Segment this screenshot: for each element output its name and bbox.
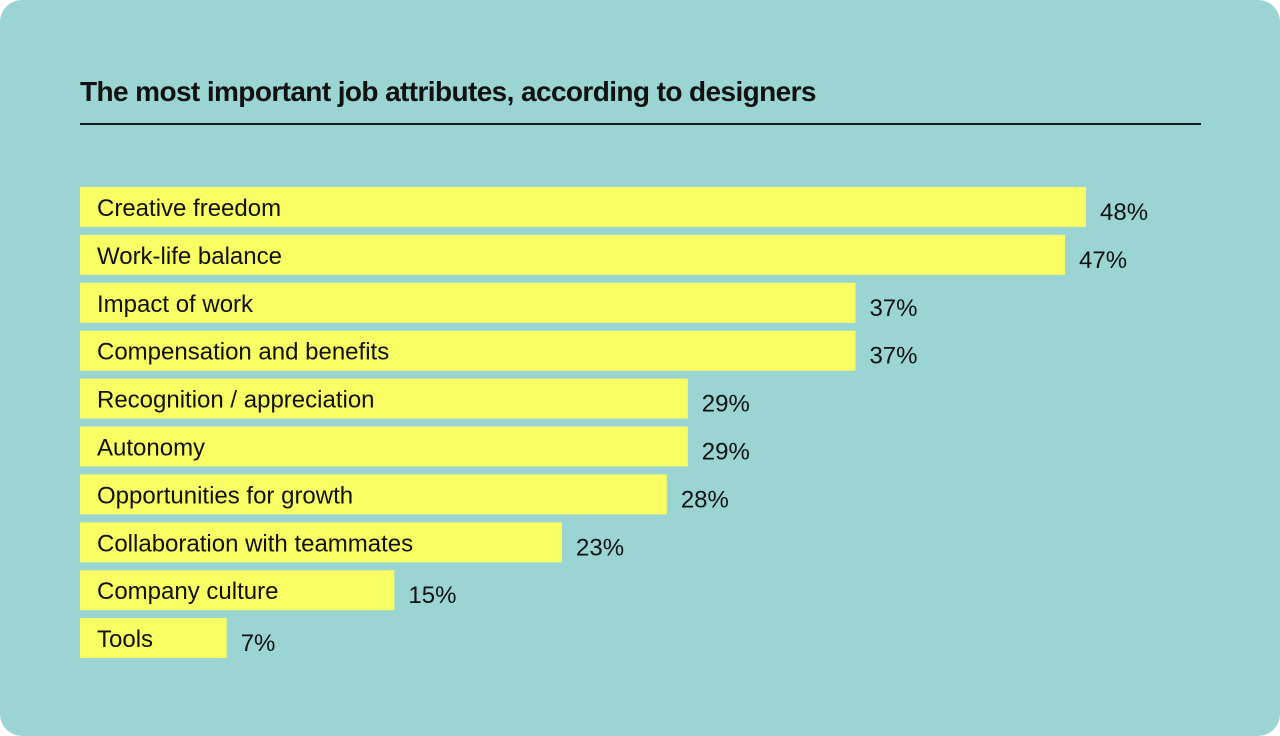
bar-value-label: 29% bbox=[702, 391, 750, 418]
bar bbox=[80, 426, 688, 467]
bar bbox=[80, 378, 688, 419]
bar-category-label: Compensation and benefits bbox=[97, 339, 389, 366]
bar-category-label: Impact of work bbox=[97, 291, 254, 318]
bar-category-label: Autonomy bbox=[97, 435, 205, 462]
bar-value-label: 47% bbox=[1079, 247, 1127, 274]
bar-category-label: Work-life balance bbox=[97, 243, 282, 270]
bar bbox=[80, 474, 667, 515]
bars-group: Creative freedom 48% Work-life balance 47% I… bbox=[80, 187, 1148, 659]
bar-value-label: 7% bbox=[241, 630, 276, 657]
bar-category-label: Collaboration with teammates bbox=[97, 530, 413, 557]
bar-value-label: 48% bbox=[1100, 199, 1148, 226]
bar bbox=[80, 187, 1086, 227]
bar-value-label: 37% bbox=[869, 295, 917, 322]
bar bbox=[80, 330, 856, 371]
bar bbox=[80, 282, 856, 323]
bar-value-label: 29% bbox=[702, 439, 750, 466]
bar-value-label: 23% bbox=[576, 534, 624, 561]
bar bbox=[80, 522, 563, 563]
bar-value-label: 28% bbox=[681, 486, 729, 513]
bar-value-label: 15% bbox=[408, 582, 456, 609]
chart-title: The most important job attributes, accor… bbox=[80, 76, 816, 107]
bar-value-label: 37% bbox=[869, 343, 917, 370]
bar bbox=[80, 618, 227, 659]
bar-category-label: Tools bbox=[97, 626, 153, 653]
bar-category-label: Opportunities for growth bbox=[97, 482, 353, 509]
bar-category-label: Creative freedom bbox=[97, 195, 281, 222]
bar bbox=[80, 570, 395, 611]
bar-category-label: Recognition / appreciation bbox=[97, 387, 375, 414]
bar bbox=[80, 234, 1066, 275]
bar-category-label: Company culture bbox=[97, 578, 278, 605]
title-divider bbox=[80, 123, 1201, 125]
